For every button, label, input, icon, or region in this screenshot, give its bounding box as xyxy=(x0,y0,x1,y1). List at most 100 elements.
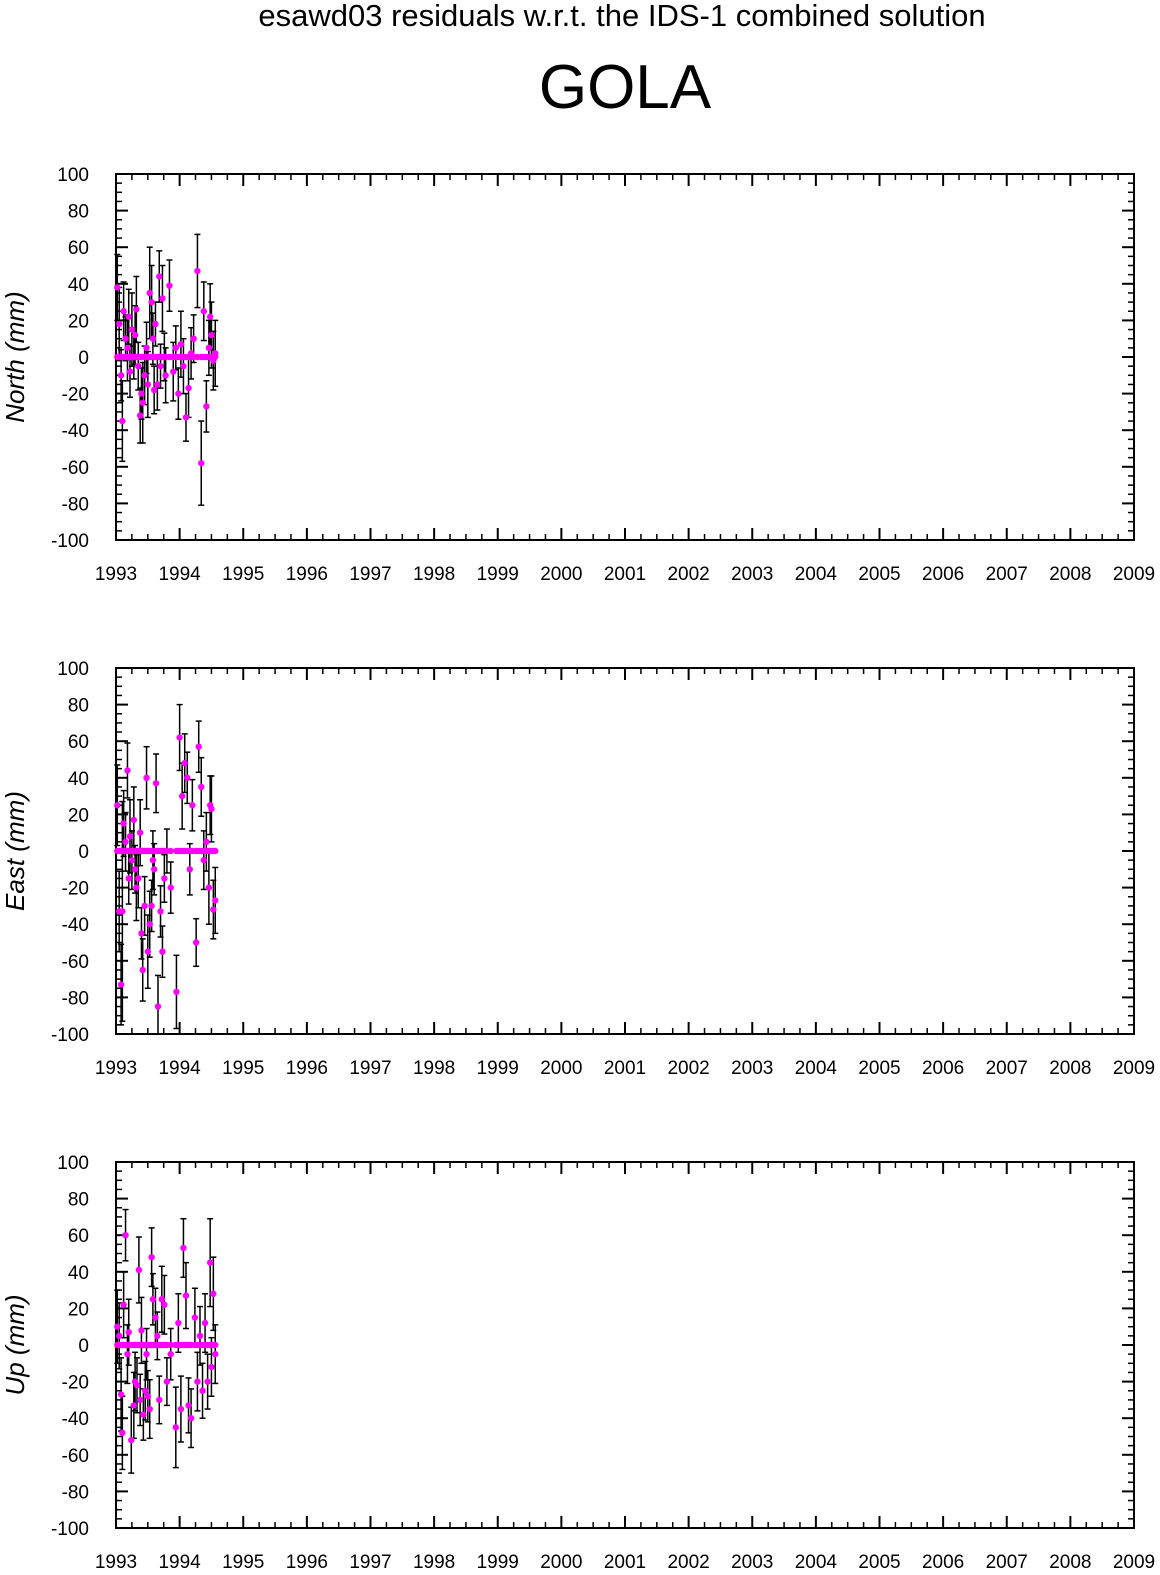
north-x-tick-label: 1996 xyxy=(286,564,328,585)
north-y-tick-label: -60 xyxy=(62,458,89,479)
north-data-point xyxy=(205,344,213,352)
north-data-point xyxy=(157,362,164,370)
up-x-ticks xyxy=(115,1162,1135,1528)
up-data-point xyxy=(146,1405,153,1413)
east-x-tick-label: 2003 xyxy=(731,1058,773,1079)
east-zero-markers xyxy=(114,847,219,855)
east-data-point xyxy=(128,856,136,864)
north-y-tick-label: 20 xyxy=(68,311,89,332)
north-plot-frame xyxy=(115,173,1135,541)
north-panel: 1993 1994 1995 1996 1997 1998 1999 2000 2001 2002… xyxy=(0,165,1155,585)
east-data-point xyxy=(212,897,219,904)
north-data-point xyxy=(126,368,134,375)
up-data-point xyxy=(158,1296,166,1303)
east-data-point xyxy=(138,930,145,937)
up-x-tick-label: 2009 xyxy=(1113,1552,1155,1573)
north-data-point xyxy=(152,320,159,328)
east-x-tick-label: 1993 xyxy=(95,1058,137,1079)
north-data-point xyxy=(138,390,145,397)
north-x-tick-label: 2002 xyxy=(667,564,709,585)
east-data-point xyxy=(119,908,126,915)
east-y-tick-label: 0 xyxy=(78,842,89,863)
east-data-point xyxy=(195,743,202,750)
up-panel: 1993 1994 1995 1996 1997 1998 1999 2000 2001 2002… xyxy=(0,1153,1155,1573)
north-data-point xyxy=(125,313,132,320)
up-zero-markers xyxy=(114,1341,219,1349)
east-y-tick-label: 80 xyxy=(68,696,89,717)
up-data-point xyxy=(196,1332,204,1340)
east-data-point xyxy=(141,902,148,910)
north-x-tick-label: 2001 xyxy=(604,564,646,585)
north-data-point xyxy=(136,412,144,419)
up-x-tick-label: 2005 xyxy=(858,1552,900,1573)
up-data-point xyxy=(142,1387,149,1394)
up-data-point xyxy=(167,1350,174,1358)
north-x-tick-label: 1997 xyxy=(349,564,391,585)
up-series xyxy=(114,1208,219,1474)
north-data-point xyxy=(170,368,177,375)
up-y-axis-label: Up (mm) xyxy=(0,1294,30,1395)
up-data-point xyxy=(128,1436,135,1444)
east-y-tick-label: 20 xyxy=(68,805,89,826)
up-x-tick-label: 2006 xyxy=(922,1552,964,1573)
east-y-tick-label: -80 xyxy=(62,988,89,1009)
up-x-tick-label: 1999 xyxy=(477,1552,519,1573)
east-y-tick-label: 100 xyxy=(57,659,89,680)
up-data-point xyxy=(201,1319,209,1327)
up-data-point xyxy=(204,1378,211,1385)
east-y-tick-label: -40 xyxy=(62,915,89,936)
north-data-point xyxy=(162,372,169,379)
east-plot-frame xyxy=(115,667,1135,1035)
east-data-point xyxy=(178,792,186,800)
east-x-ticks xyxy=(115,668,1135,1034)
east-zero-point xyxy=(212,847,219,855)
east-series xyxy=(114,703,219,1034)
north-y-axis-label: North (mm) xyxy=(0,291,30,422)
north-data-point xyxy=(182,414,190,421)
east-data-point xyxy=(130,816,138,824)
up-x-tick-label: 2008 xyxy=(1049,1552,1091,1573)
north-zero-point xyxy=(212,353,219,361)
up-data-point xyxy=(185,1402,192,1409)
up-y-ticks xyxy=(116,1161,1134,1529)
east-data-point xyxy=(200,856,208,864)
east-data-point xyxy=(117,981,125,988)
up-zero-point xyxy=(212,1341,219,1349)
east-data-point xyxy=(126,833,134,840)
up-data-point xyxy=(191,1314,199,1321)
up-data-point xyxy=(114,1323,121,1330)
north-data-point xyxy=(133,306,140,313)
north-x-tick-label: 1994 xyxy=(158,564,201,585)
up-data-point xyxy=(208,1363,215,1371)
north-data-point xyxy=(139,399,146,406)
up-plot-frame xyxy=(115,1161,1135,1529)
east-data-point xyxy=(124,767,131,774)
east-data-point xyxy=(167,884,174,891)
east-data-point xyxy=(120,820,127,827)
east-data-point xyxy=(148,902,155,910)
east-data-point xyxy=(136,829,144,836)
up-data-point xyxy=(122,1232,129,1239)
east-data-point xyxy=(157,908,164,915)
east-data-point xyxy=(186,866,194,873)
up-x-tick-label: 1994 xyxy=(158,1552,201,1573)
north-data-point xyxy=(122,335,129,342)
up-x-tick-label: 2004 xyxy=(795,1552,838,1573)
north-data-point xyxy=(208,331,215,339)
up-data-point xyxy=(175,1319,182,1327)
up-data-point xyxy=(117,1391,125,1398)
east-data-point xyxy=(198,783,205,791)
north-data-point xyxy=(119,417,126,425)
north-data-point xyxy=(180,362,187,370)
east-data-point xyxy=(122,838,129,846)
east-x-tick-label: 2009 xyxy=(1113,1058,1155,1079)
east-data-point xyxy=(139,966,146,974)
north-data-point xyxy=(200,308,208,315)
east-data-point xyxy=(208,805,215,813)
north-x-ticks xyxy=(115,174,1135,540)
north-x-tick-label: 2005 xyxy=(858,564,900,585)
up-y-tick-label: 40 xyxy=(68,1263,89,1284)
east-data-point xyxy=(133,884,140,891)
up-x-tick-label: 2003 xyxy=(731,1552,773,1573)
north-data-point xyxy=(148,298,155,306)
